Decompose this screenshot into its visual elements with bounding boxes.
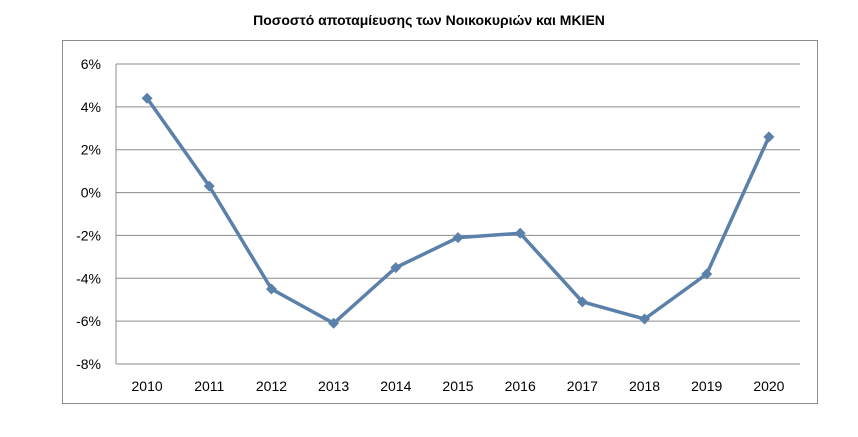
- y-tick-label: -8%: [76, 356, 101, 372]
- x-tick-label: 2020: [753, 378, 784, 394]
- y-tick-label: 2%: [81, 142, 101, 158]
- data-point: [701, 268, 713, 280]
- data-point: [203, 180, 215, 192]
- x-tick-label: 2014: [380, 378, 411, 394]
- x-tick-label: 2011: [194, 378, 224, 394]
- data-point: [141, 92, 153, 104]
- chart-frame: [62, 40, 818, 404]
- y-tick-label: 6%: [81, 56, 101, 72]
- y-tick-label: -4%: [76, 270, 101, 286]
- data-point: [514, 227, 526, 239]
- data-point: [328, 317, 340, 329]
- x-tick-label: 2013: [318, 378, 349, 394]
- y-tick-label: 4%: [81, 99, 101, 115]
- y-tick-label: 0%: [81, 185, 101, 201]
- chart-title: Ποσοστό αποταμίευσης των Νοικοκυριών και…: [253, 12, 605, 28]
- data-point: [576, 296, 588, 308]
- x-tick-label: 2019: [691, 378, 722, 394]
- x-tick-label: 2017: [567, 378, 598, 394]
- data-point: [452, 232, 464, 244]
- x-tick-label: 2012: [256, 378, 287, 394]
- data-point: [763, 131, 775, 143]
- x-tick-label: 2010: [132, 378, 163, 394]
- y-tick-label: -2%: [76, 227, 101, 243]
- x-tick-label: 2016: [505, 378, 536, 394]
- x-tick-label: 2018: [629, 378, 660, 394]
- series-line: [145, 96, 771, 326]
- data-point: [639, 313, 651, 325]
- data-point: [390, 262, 402, 274]
- data-point: [265, 283, 277, 295]
- y-tick-label: -6%: [76, 313, 101, 329]
- x-tick-label: 2015: [442, 378, 473, 394]
